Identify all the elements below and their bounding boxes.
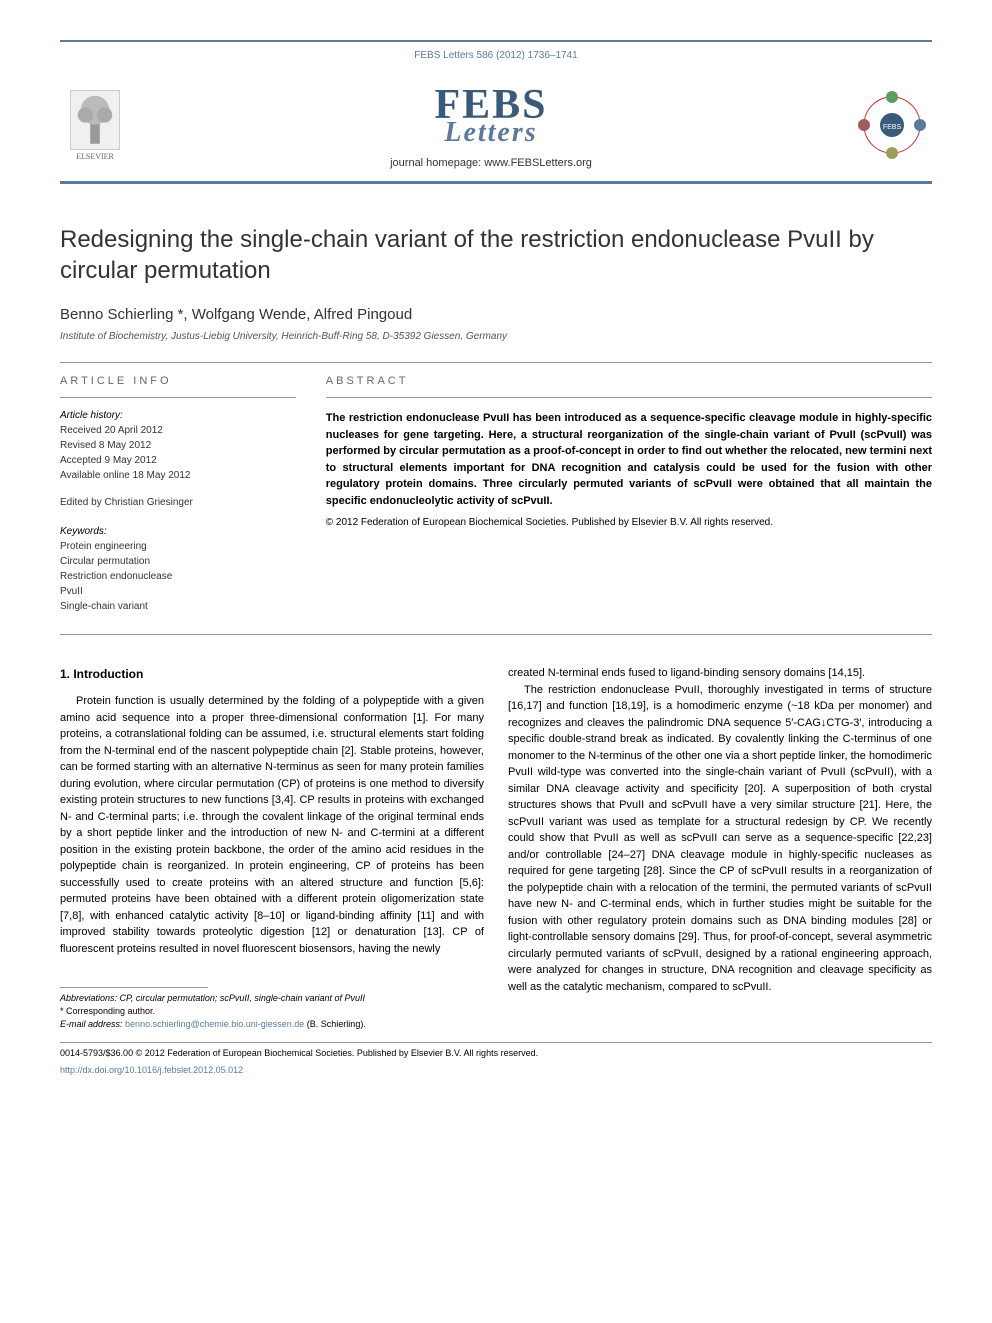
journal-title-sub: Letters xyxy=(390,117,592,149)
header-banner: ELSEVIER FEBS Letters journal homepage: … xyxy=(60,73,932,177)
body-paragraph: The restriction endonuclease PvuII, thor… xyxy=(508,682,932,996)
elsevier-tree-icon xyxy=(70,90,120,150)
citation-line: FEBS Letters 586 (2012) 1736–1741 xyxy=(60,50,932,61)
keywords-label: Keywords: xyxy=(60,526,296,537)
body-paragraph: Protein function is usually determined b… xyxy=(60,693,484,957)
info-inner-divider xyxy=(60,397,296,398)
keyword: PvuII xyxy=(60,584,296,599)
email-footnote: E-mail address: benno.schierling@chemie.… xyxy=(60,1018,484,1031)
body-paragraph: created N-terminal ends fused to ligand-… xyxy=(508,665,932,682)
header-bottom-rule xyxy=(60,181,932,184)
info-abstract-row: ARTICLE INFO Article history: Received 2… xyxy=(60,375,932,614)
body-column-left: 1. Introduction Protein function is usua… xyxy=(60,665,484,1030)
journal-logo: FEBS Letters journal homepage: www.FEBSL… xyxy=(390,81,592,169)
footnotes: Abbreviations: CP, circular permutation;… xyxy=(60,992,484,1030)
abstract-column: ABSTRACT The restriction endonuclease Pv… xyxy=(326,375,932,614)
article-info-column: ARTICLE INFO Article history: Received 2… xyxy=(60,375,296,614)
body-columns: 1. Introduction Protein function is usua… xyxy=(60,665,932,1030)
article-info-heading: ARTICLE INFO xyxy=(60,375,296,387)
accepted-date: Accepted 9 May 2012 xyxy=(60,453,296,468)
footer-divider xyxy=(60,1042,932,1043)
keyword: Circular permutation xyxy=(60,554,296,569)
received-date: Received 20 April 2012 xyxy=(60,423,296,438)
header-top-rule xyxy=(60,40,932,42)
corresponding-footnote: * Corresponding author. xyxy=(60,1005,484,1018)
article-title: Redesigning the single-chain variant of … xyxy=(60,224,932,286)
abstract-copyright: © 2012 Federation of European Biochemica… xyxy=(326,517,932,528)
journal-homepage-link[interactable]: journal homepage: www.FEBSLetters.org xyxy=(390,157,592,169)
abstract-heading: ABSTRACT xyxy=(326,375,932,387)
doi-link[interactable]: http://dx.doi.org/10.1016/j.febslet.2012… xyxy=(60,1065,243,1075)
footer-copyright: 0014-5793/$36.00 © 2012 Federation of Eu… xyxy=(60,1047,932,1060)
footnote-divider xyxy=(60,987,208,988)
svg-text:FEBS: FEBS xyxy=(883,124,902,131)
author-list: Benno Schierling *, Wolfgang Wende, Alfr… xyxy=(60,306,932,323)
section-1-heading: 1. Introduction xyxy=(60,665,484,683)
info-top-divider xyxy=(60,362,932,363)
body-column-right: created N-terminal ends fused to ligand-… xyxy=(508,665,932,1030)
keyword: Single-chain variant xyxy=(60,599,296,614)
keywords-section: Keywords: Protein engineering Circular p… xyxy=(60,526,296,614)
affiliation: Institute of Biochemistry, Justus-Liebig… xyxy=(60,331,932,342)
email-label: E-mail address: xyxy=(60,1019,123,1029)
elsevier-logo[interactable]: ELSEVIER xyxy=(60,85,130,165)
journal-name-main: FEBS Letters xyxy=(390,81,592,149)
info-bottom-divider xyxy=(60,634,932,635)
abstract-text: The restriction endonuclease PvuII has b… xyxy=(326,410,932,509)
revised-date: Revised 8 May 2012 xyxy=(60,438,296,453)
abstract-divider xyxy=(326,397,932,398)
online-date: Available online 18 May 2012 xyxy=(60,468,296,483)
editor-line: Edited by Christian Griesinger xyxy=(60,495,296,510)
email-person: (B. Schierling). xyxy=(304,1019,366,1029)
keyword: Protein engineering xyxy=(60,539,296,554)
elsevier-label: ELSEVIER xyxy=(76,152,114,161)
history-label: Article history: xyxy=(60,410,296,421)
email-link[interactable]: benno.schierling@chemie.bio.uni-giessen.… xyxy=(125,1019,304,1029)
keyword: Restriction endonuclease xyxy=(60,569,296,584)
febs-society-badge[interactable]: FEBS xyxy=(852,85,932,165)
footer-doi: http://dx.doi.org/10.1016/j.febslet.2012… xyxy=(60,1064,932,1077)
abbreviations-footnote: Abbreviations: CP, circular permutation;… xyxy=(60,992,484,1005)
